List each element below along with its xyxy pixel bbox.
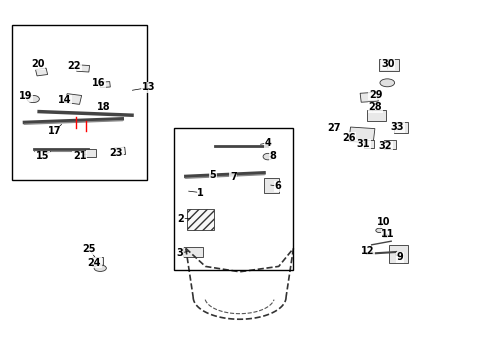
Text: 6: 6 (274, 181, 281, 191)
Ellipse shape (379, 79, 394, 87)
Bar (100, 82, 110, 87)
Text: 16: 16 (92, 78, 105, 88)
Text: 31: 31 (356, 139, 369, 149)
Text: 5: 5 (209, 170, 216, 180)
Ellipse shape (263, 153, 272, 160)
Text: 22: 22 (67, 61, 81, 71)
Bar (364, 140, 373, 148)
Text: 11: 11 (380, 229, 394, 239)
Ellipse shape (382, 234, 387, 238)
Text: 24: 24 (87, 258, 101, 268)
Text: 26: 26 (342, 132, 355, 143)
Text: 23: 23 (109, 148, 123, 158)
Text: 15: 15 (36, 151, 49, 161)
Text: 21: 21 (73, 151, 86, 161)
Bar (388, 245, 407, 263)
Bar (366, 110, 386, 121)
Bar (359, 92, 378, 102)
Text: 19: 19 (19, 91, 32, 102)
Text: 12: 12 (360, 246, 374, 256)
Bar (92, 256, 103, 266)
Bar (384, 140, 396, 149)
Bar (393, 122, 407, 133)
Text: 13: 13 (142, 82, 155, 93)
Bar (264, 178, 278, 193)
Text: 9: 9 (396, 252, 403, 262)
Text: 17: 17 (48, 126, 61, 136)
Bar (65, 94, 81, 104)
Text: 4: 4 (264, 138, 271, 148)
Text: 28: 28 (368, 102, 382, 112)
Text: 10: 10 (376, 217, 389, 227)
Ellipse shape (375, 228, 383, 233)
Bar (36, 68, 47, 76)
Text: 20: 20 (31, 59, 45, 69)
Text: 7: 7 (229, 172, 236, 182)
Text: 27: 27 (326, 123, 340, 133)
Text: 25: 25 (82, 244, 96, 255)
Text: 29: 29 (368, 90, 382, 100)
Text: 14: 14 (58, 95, 72, 105)
Ellipse shape (27, 95, 39, 103)
Bar (186, 209, 213, 230)
Text: 1: 1 (197, 188, 203, 198)
Text: 30: 30 (380, 59, 394, 69)
Text: 32: 32 (378, 141, 391, 151)
Bar (378, 58, 398, 71)
Text: 18: 18 (97, 102, 111, 112)
Bar (85, 149, 96, 157)
Bar (77, 65, 89, 72)
Ellipse shape (94, 265, 106, 271)
Text: 2: 2 (177, 213, 184, 224)
Bar (114, 147, 125, 155)
Bar (183, 247, 203, 257)
Text: 33: 33 (390, 122, 404, 132)
Bar (348, 127, 374, 143)
Text: 8: 8 (269, 150, 276, 161)
Text: 3: 3 (176, 248, 183, 258)
